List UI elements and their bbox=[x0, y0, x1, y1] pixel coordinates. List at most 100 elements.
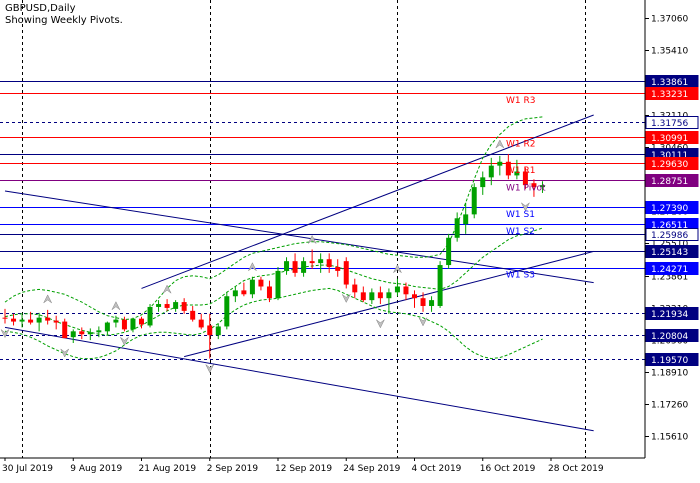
x-tick-label: 2 Sep 2019 bbox=[207, 464, 259, 474]
price-box bbox=[645, 157, 699, 170]
x-tick-label: 12 Sep 2019 bbox=[275, 464, 332, 474]
bull-candle bbox=[232, 286, 238, 303]
candle-body bbox=[87, 332, 93, 335]
candle-body bbox=[420, 298, 426, 306]
pivot-label: W1 S2 bbox=[506, 227, 535, 237]
bull-candle bbox=[514, 159, 520, 180]
candle-body bbox=[224, 296, 230, 327]
bear-candle bbox=[258, 276, 264, 291]
bull-candle bbox=[488, 157, 494, 186]
trend-line bbox=[141, 114, 594, 289]
candle-body bbox=[258, 279, 264, 287]
envelope-bands bbox=[4, 116, 543, 360]
candle-body bbox=[139, 318, 144, 325]
bull-candle bbox=[275, 267, 281, 301]
candle-body bbox=[11, 318, 17, 322]
bull-candle bbox=[147, 304, 153, 328]
candle-body bbox=[190, 310, 196, 320]
candle-body bbox=[343, 261, 349, 285]
candle-body bbox=[377, 292, 383, 299]
bull-candle bbox=[463, 202, 469, 234]
candle-body bbox=[249, 279, 255, 295]
candle-body bbox=[446, 237, 452, 266]
candle-body bbox=[497, 161, 503, 166]
trend-line bbox=[4, 190, 594, 284]
price-box bbox=[645, 174, 699, 187]
candle-body bbox=[522, 171, 528, 186]
candle-body bbox=[403, 286, 409, 295]
price-box bbox=[645, 116, 699, 129]
bear-candle bbox=[2, 308, 8, 324]
candle-body bbox=[318, 259, 324, 264]
candle-body bbox=[437, 265, 443, 306]
chart-subtitle: Showing Weekly Pivots. bbox=[5, 15, 123, 26]
bear-candle bbox=[207, 313, 213, 359]
price-box-label: 1.30111 bbox=[651, 151, 688, 161]
bear-candle bbox=[164, 299, 170, 311]
bull-candle bbox=[36, 312, 42, 332]
bear-candle bbox=[139, 316, 144, 329]
bull-candle bbox=[96, 326, 102, 338]
bear-candle bbox=[62, 318, 68, 339]
candle-body bbox=[45, 317, 51, 321]
candle-body bbox=[471, 187, 477, 215]
bull-candle bbox=[539, 181, 545, 193]
y-tick-label: 1.25510 bbox=[651, 240, 688, 250]
fractal-down-icon bbox=[0, 329, 10, 339]
price-box-label: 1.24271 bbox=[651, 265, 688, 275]
bull-candle bbox=[284, 257, 290, 275]
bull-candle bbox=[19, 314, 25, 328]
candle-body bbox=[429, 300, 435, 306]
candle-body bbox=[275, 270, 281, 299]
candles-layer bbox=[2, 153, 545, 359]
price-box-label: 1.19570 bbox=[651, 356, 688, 366]
candle-body bbox=[164, 304, 170, 308]
candle-body bbox=[173, 302, 179, 309]
fractal-up-icon bbox=[162, 284, 172, 294]
bear-candle bbox=[309, 249, 315, 269]
candle-body bbox=[292, 261, 298, 273]
candle-body bbox=[514, 171, 520, 176]
bear-candle bbox=[403, 282, 409, 301]
price-box bbox=[645, 87, 699, 100]
price-box-label: 1.25143 bbox=[651, 248, 688, 258]
candle-body bbox=[207, 325, 213, 336]
price-box bbox=[645, 353, 699, 366]
bear-candle bbox=[522, 167, 528, 190]
price-box-label: 1.33231 bbox=[651, 90, 688, 100]
candle-body bbox=[36, 317, 42, 323]
candle-body bbox=[130, 318, 136, 330]
bear-candle bbox=[79, 327, 85, 340]
bull-candle bbox=[104, 321, 110, 336]
bull-candle bbox=[301, 257, 307, 277]
bear-candle bbox=[28, 311, 34, 325]
candle-body bbox=[480, 177, 486, 188]
fractals-layer bbox=[0, 139, 530, 374]
x-tick-label: 9 Aug 2019 bbox=[70, 464, 122, 474]
price-box bbox=[645, 201, 699, 214]
price-box bbox=[645, 307, 699, 320]
fractal-down-icon bbox=[418, 317, 428, 327]
candle-body bbox=[2, 317, 8, 319]
bear-candle bbox=[241, 282, 247, 297]
envelope-upper bbox=[4, 116, 543, 321]
bear-candle bbox=[335, 259, 341, 277]
candle-body bbox=[539, 185, 545, 188]
bear-candle bbox=[45, 309, 51, 325]
candle-body bbox=[463, 214, 469, 225]
bull-candle bbox=[497, 155, 503, 176]
candle-body bbox=[198, 319, 204, 328]
candle-body bbox=[70, 331, 76, 338]
fractal-down-icon bbox=[521, 202, 530, 212]
bull-candle bbox=[437, 261, 443, 308]
bull-candle bbox=[113, 315, 119, 328]
candle-body bbox=[28, 319, 34, 323]
fractal-up-icon bbox=[248, 262, 257, 271]
x-tick-label: 28 Oct 2019 bbox=[548, 464, 604, 474]
fractal-down-icon bbox=[376, 319, 385, 329]
price-box bbox=[645, 131, 699, 144]
candle-body bbox=[301, 261, 307, 273]
price-box bbox=[645, 262, 699, 275]
